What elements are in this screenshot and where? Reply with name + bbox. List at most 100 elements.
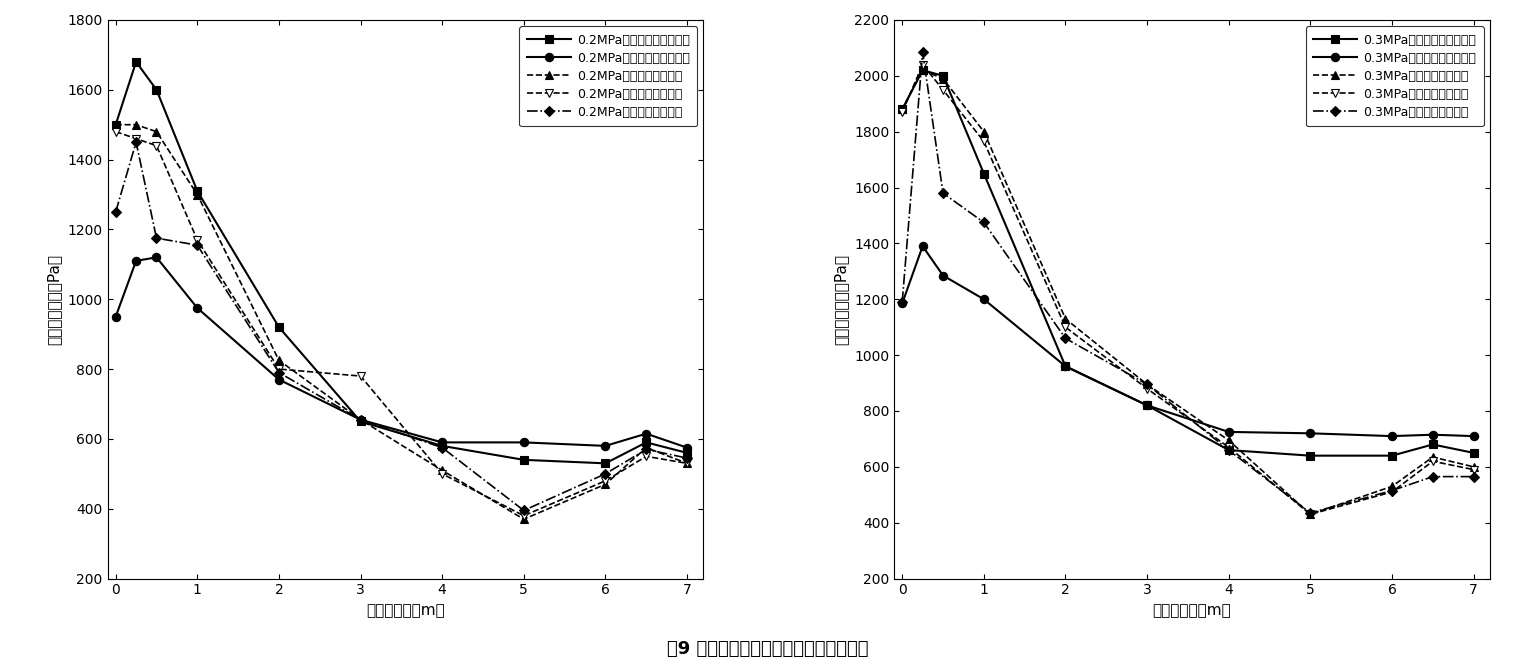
0.2MPa物理试验（波峰）	[147, 128, 166, 136]
0.2MPa物理试验（波中）	[677, 460, 696, 467]
Line: 0.3MPa数模（等流通面积）: 0.3MPa数模（等流通面积）	[899, 66, 1478, 460]
0.3MPa数模（等过滤面积）	[1301, 430, 1319, 438]
0.3MPa物理试验（波谷）	[1220, 446, 1238, 454]
0.2MPa数模（等流通面积）	[270, 323, 289, 331]
0.2MPa数模（等流通面积）	[637, 438, 656, 446]
0.3MPa物理试验（波峰）	[934, 74, 952, 82]
0.3MPa数模（等过滤面积）	[1138, 402, 1157, 410]
0.3MPa数模（等过滤面积）	[1057, 362, 1075, 370]
0.3MPa物理试验（波峰）	[975, 128, 994, 136]
0.3MPa数模（等过滤面积）	[1424, 431, 1442, 439]
Text: 图9 物理试验、数值模拟条件下数据对比: 图9 物理试验、数值模拟条件下数据对比	[667, 640, 869, 658]
0.3MPa数模（等流通面积）	[1220, 446, 1238, 454]
0.2MPa物理试验（波中）	[637, 452, 656, 460]
0.2MPa数模（等过滤面积）	[270, 376, 289, 384]
0.3MPa物理试验（波峰）	[1220, 436, 1238, 444]
Legend: 0.2MPa数模（等流通面积）, 0.2MPa数模（等过滤面积）, 0.2MPa物理试验（波峰）, 0.2MPa物理试验（波中）, 0.2MPa物理试验（波谷）: 0.2MPa数模（等流通面积）, 0.2MPa数模（等过滤面积）, 0.2MPa…	[519, 26, 697, 126]
0.3MPa数模（等流通面积）	[1382, 452, 1401, 460]
0.3MPa数模（等过滤面积）	[1464, 432, 1482, 440]
Line: 0.2MPa物理试验（波峰）: 0.2MPa物理试验（波峰）	[112, 120, 691, 523]
0.3MPa数模（等流通面积）	[934, 72, 952, 80]
0.3MPa物理试验（波谷）	[1301, 509, 1319, 517]
0.3MPa物理试验（波峰）	[1057, 315, 1075, 323]
0.2MPa物理试验（波中）	[352, 372, 370, 380]
0.3MPa数模（等流通面积）	[1301, 452, 1319, 460]
0.3MPa物理试验（波谷）	[1057, 334, 1075, 342]
0.3MPa数模（等过滤面积）	[975, 295, 994, 303]
0.2MPa数模（等过滤面积）	[352, 416, 370, 424]
0.2MPa物理试验（波中）	[127, 134, 146, 143]
0.3MPa数模（等过滤面积）	[914, 242, 932, 250]
0.3MPa物理试验（波中）	[914, 61, 932, 68]
0.2MPa物理试验（波峰）	[106, 121, 124, 129]
0.3MPa数模（等过滤面积）	[892, 299, 911, 307]
0.3MPa物理试验（波谷）	[892, 298, 911, 306]
0.3MPa数模（等流通面积）	[1424, 440, 1442, 448]
0.2MPa物理试验（波峰）	[187, 190, 206, 198]
0.3MPa数模（等过滤面积）	[1220, 428, 1238, 436]
0.3MPa物理试验（波中）	[1424, 458, 1442, 466]
Y-axis label: 壁面峰值压力（Pa）: 壁面峰值压力（Pa）	[834, 254, 848, 344]
0.2MPa物理试验（波中）	[433, 469, 452, 477]
Y-axis label: 壁面峰值压力（Pa）: 壁面峰值压力（Pa）	[48, 254, 61, 344]
0.2MPa物理试验（波中）	[147, 142, 166, 150]
Line: 0.2MPa物理试验（波谷）: 0.2MPa物理试验（波谷）	[112, 139, 691, 514]
0.2MPa数模（等流通面积）	[677, 449, 696, 457]
Line: 0.3MPa物理试验（波峰）: 0.3MPa物理试验（波峰）	[899, 66, 1478, 519]
0.2MPa物理试验（波峰）	[637, 444, 656, 452]
Line: 0.3MPa物理试验（波谷）: 0.3MPa物理试验（波谷）	[899, 49, 1478, 517]
0.3MPa物理试验（波中）	[934, 86, 952, 94]
0.2MPa物理试验（波中）	[596, 477, 614, 485]
0.3MPa物理试验（波中）	[1301, 510, 1319, 518]
0.2MPa数模（等过滤面积）	[596, 442, 614, 450]
0.2MPa物理试验（波中）	[515, 512, 533, 520]
0.2MPa数模（等流通面积）	[515, 456, 533, 464]
0.3MPa物理试验（波峰）	[892, 105, 911, 113]
0.2MPa数模（等过滤面积）	[677, 444, 696, 452]
0.2MPa物理试验（波峰）	[677, 460, 696, 467]
0.2MPa数模（等流通面积）	[127, 58, 146, 66]
0.3MPa数模（等流通面积）	[892, 105, 911, 113]
0.3MPa数模（等流通面积）	[1057, 362, 1075, 370]
0.2MPa数模（等流通面积）	[106, 121, 124, 129]
0.3MPa物理试验（波中）	[1382, 488, 1401, 496]
X-axis label: 距袋口距离（m）: 距袋口距离（m）	[366, 603, 445, 618]
0.2MPa数模（等流通面积）	[147, 86, 166, 94]
0.3MPa物理试验（波中）	[975, 138, 994, 146]
0.3MPa物理试验（波中）	[1138, 384, 1157, 392]
0.2MPa数模（等过滤面积）	[433, 438, 452, 446]
0.2MPa数模（等过滤面积）	[106, 313, 124, 321]
0.2MPa数模（等流通面积）	[596, 460, 614, 467]
0.2MPa物理试验（波谷）	[127, 138, 146, 146]
Line: 0.2MPa物理试验（波中）: 0.2MPa物理试验（波中）	[112, 128, 691, 520]
0.2MPa物理试验（波谷）	[187, 241, 206, 249]
0.2MPa数模（等过滤面积）	[127, 257, 146, 265]
0.3MPa物理试验（波峰）	[1301, 510, 1319, 518]
0.3MPa物理试验（波谷）	[1382, 487, 1401, 495]
0.2MPa物理试验（波峰）	[433, 466, 452, 474]
0.2MPa数模（等过滤面积）	[637, 430, 656, 438]
0.3MPa物理试验（波峰）	[1138, 380, 1157, 388]
0.3MPa物理试验（波峰）	[1464, 463, 1482, 471]
0.2MPa物理试验（波中）	[270, 365, 289, 373]
0.3MPa物理试验（波谷）	[1464, 473, 1482, 481]
0.3MPa物理试验（波中）	[892, 108, 911, 116]
Line: 0.3MPa数模（等过滤面积）: 0.3MPa数模（等过滤面积）	[899, 242, 1478, 440]
0.2MPa数模（等过滤面积）	[515, 438, 533, 446]
0.2MPa数模（等流通面积）	[187, 187, 206, 195]
0.2MPa物理试验（波峰）	[515, 515, 533, 523]
Line: 0.3MPa物理试验（波中）: 0.3MPa物理试验（波中）	[899, 61, 1478, 519]
0.3MPa物理试验（波谷）	[975, 218, 994, 226]
0.3MPa数模（等流通面积）	[1138, 402, 1157, 410]
0.3MPa物理试验（波谷）	[934, 189, 952, 197]
0.3MPa物理试验（波谷）	[1138, 380, 1157, 388]
0.2MPa物理试验（波峰）	[352, 416, 370, 424]
0.2MPa物理试验（波谷）	[352, 416, 370, 424]
0.2MPa物理试验（波谷）	[677, 454, 696, 462]
0.3MPa物理试验（波峰）	[914, 66, 932, 74]
0.2MPa物理试验（波峰）	[127, 121, 146, 129]
0.3MPa物理试验（波谷）	[914, 48, 932, 56]
0.2MPa物理试验（波谷）	[637, 446, 656, 454]
0.2MPa物理试验（波谷）	[270, 368, 289, 376]
X-axis label: 距袋口距离（m）: 距袋口距离（m）	[1152, 603, 1232, 618]
